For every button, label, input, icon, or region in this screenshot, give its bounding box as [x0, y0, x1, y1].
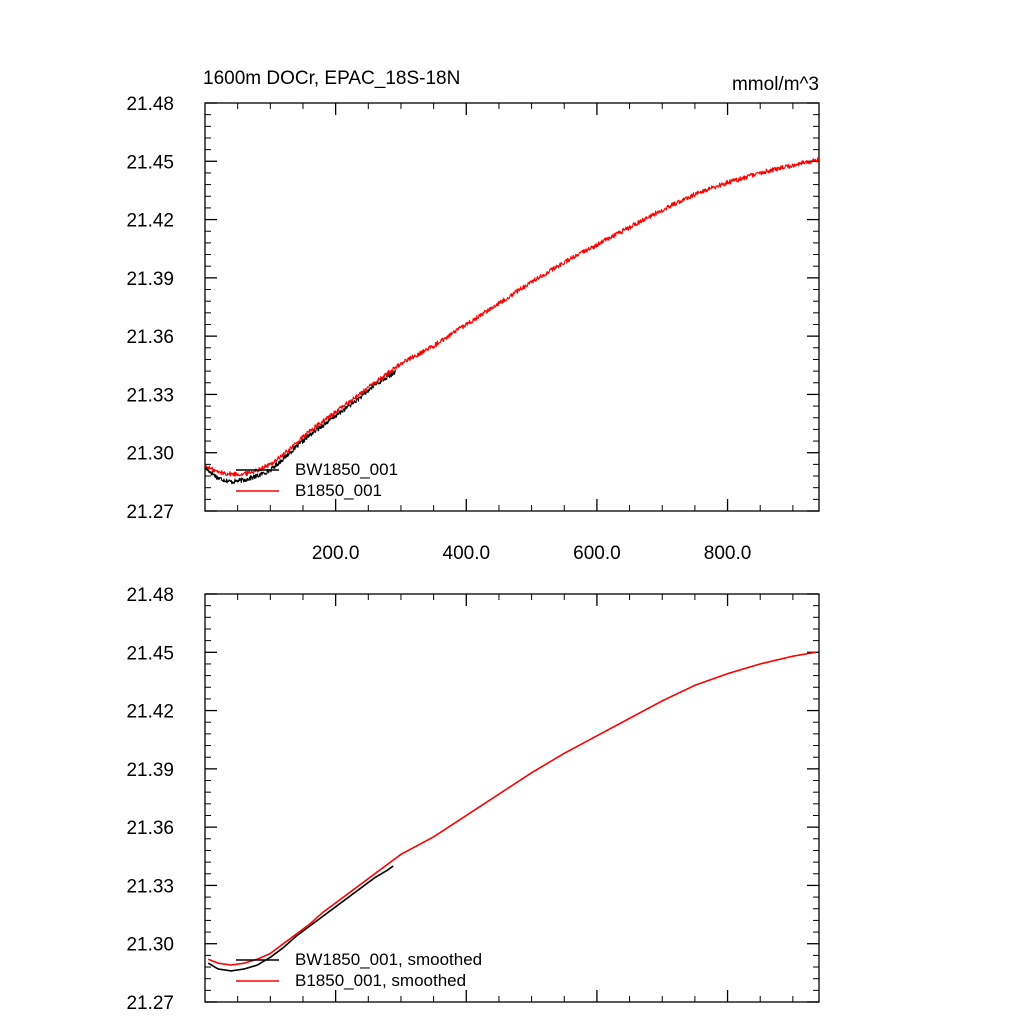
y-tick-label: 21.45 — [126, 152, 174, 173]
legend-label-2: B1850_001 — [295, 481, 382, 500]
plot-frame — [204, 102, 820, 512]
units-label: mmol/m^3 — [732, 74, 819, 95]
x-tick-label: 600.0 — [573, 543, 621, 564]
y-tick-label: 21.33 — [126, 876, 174, 897]
y-tick-label: 21.39 — [126, 760, 174, 781]
chart-panel-2: 21.27 21.30 21.33 21.36 21.39 21.42 21.45 21.48… — [126, 585, 820, 1014]
plot-frame — [204, 593, 820, 1003]
y-tick-label: 21.27 — [126, 993, 174, 1014]
series-line-2 — [207, 651, 816, 966]
y-tick-label: 21.42 — [126, 211, 174, 232]
chart-title: 1600m DOCr, EPAC_18S-18N — [203, 68, 460, 89]
y-tick-label: 21.42 — [126, 702, 174, 723]
y-tick-label: 21.36 — [126, 327, 174, 348]
x-tick-label: 400.0 — [443, 543, 491, 564]
chart-panel-1: 21.27 21.30 21.33 21.36 21.39 21.42 21.45 21.48… — [126, 68, 820, 564]
y-tick-label: 21.27 — [126, 502, 174, 523]
legend-label-1: BW1850_001, smoothed — [295, 950, 482, 969]
y-tick-label: 21.30 — [126, 444, 174, 465]
legend-label-1: BW1850_001 — [295, 460, 398, 479]
y-tick-label: 21.45 — [126, 643, 174, 664]
y-tick-label: 21.48 — [126, 94, 174, 115]
y-tick-label: 21.39 — [126, 269, 174, 290]
y-tick-label: 21.30 — [126, 935, 174, 956]
x-tick-label: 200.0 — [312, 543, 360, 564]
y-tick-label: 21.33 — [126, 385, 174, 406]
y-tick-label: 21.36 — [126, 818, 174, 839]
x-tick-label: 800.0 — [704, 543, 752, 564]
series-line-1 — [207, 865, 394, 972]
y-tick-label: 21.48 — [126, 585, 174, 606]
legend-label-2: B1850_001, smoothed — [295, 971, 466, 990]
series-line-2 — [205, 156, 820, 477]
